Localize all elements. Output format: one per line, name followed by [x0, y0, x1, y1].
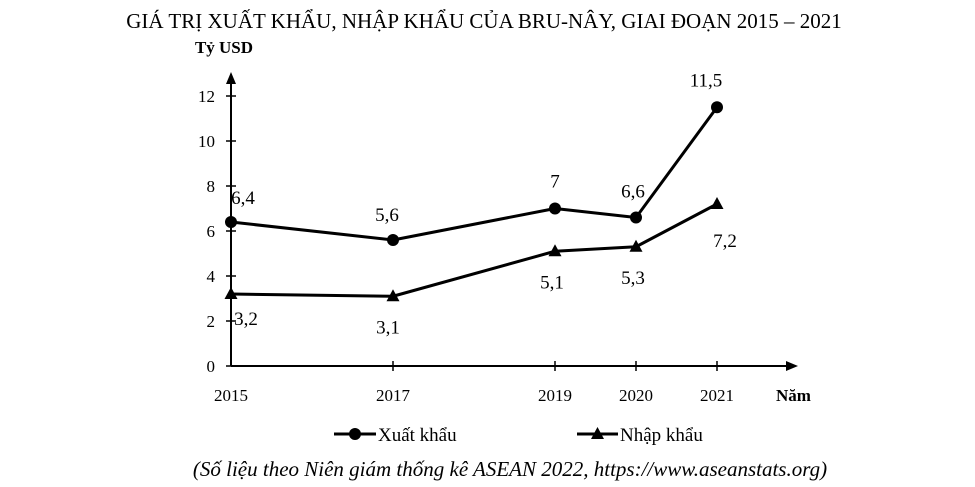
y-tick-label: 0	[207, 357, 216, 376]
y-tick-label: 6	[207, 222, 216, 241]
y-tick-label: 4	[207, 267, 216, 286]
y-axis-arrow	[226, 72, 236, 84]
source-note: (Số liệu theo Niên giám thống kê ASEAN 2…	[193, 457, 827, 481]
series-line-xuat-khau	[230, 106, 719, 242]
xuat-khau-point	[549, 202, 561, 215]
x-tick-label: 2020	[619, 386, 653, 405]
x-tick-label: 2021	[700, 386, 734, 405]
xuat-khau-data-label: 6,6	[621, 182, 645, 203]
xuat-khau-point	[630, 211, 642, 224]
nhap-khau-data-label: 3,1	[376, 317, 400, 338]
xuat-khau-point	[387, 234, 399, 246]
nhap-khau-point	[548, 244, 562, 257]
y-tick-label: 8	[207, 177, 216, 196]
nhap-khau-data-label: 5,3	[621, 268, 645, 289]
xuat-khau-data-label: 11,5	[690, 70, 723, 91]
x-tick-label: 2015	[214, 386, 248, 405]
legend-label-xuat-khau: Xuất khẩu	[378, 425, 457, 446]
xuat-khau-data-label: 5,6	[375, 205, 399, 226]
xuat-khau-point	[225, 216, 237, 228]
y-tick-label: 10	[198, 132, 215, 151]
y-tick-label: 2	[207, 312, 216, 331]
xuat-khau-data-label: 7	[550, 172, 560, 193]
nhap-khau-data-label: 3,2	[234, 309, 258, 330]
legend-marker-xuat-khau	[349, 428, 361, 440]
xuat-khau-data-label: 6,4	[231, 188, 255, 209]
legend-label-nhap-khau: Nhập khẩu	[620, 425, 703, 446]
x-axis-label: Năm	[776, 386, 811, 405]
x-tick-label: 2017	[376, 386, 411, 405]
x-tick-label: 2019	[538, 386, 572, 405]
chart-title: GIÁ TRỊ XUẤT KHẨU, NHẬP KHẨU CỦA BRU-NÂY…	[126, 9, 842, 33]
nhap-khau-point	[386, 289, 400, 302]
nhap-khau-point	[710, 197, 724, 209]
nhap-khau-point	[629, 239, 643, 252]
y-axis-label: Tỷ USD	[195, 38, 253, 57]
nhap-khau-data-label: 5,1	[540, 272, 564, 293]
nhap-khau-data-label: 7,2	[713, 231, 737, 252]
x-axis-arrow	[786, 361, 798, 371]
nhap-khau-point	[224, 287, 238, 299]
y-tick-label: 12	[198, 87, 215, 106]
xuat-khau-point	[711, 101, 723, 114]
legend-marker-nhap-khau	[591, 427, 604, 439]
